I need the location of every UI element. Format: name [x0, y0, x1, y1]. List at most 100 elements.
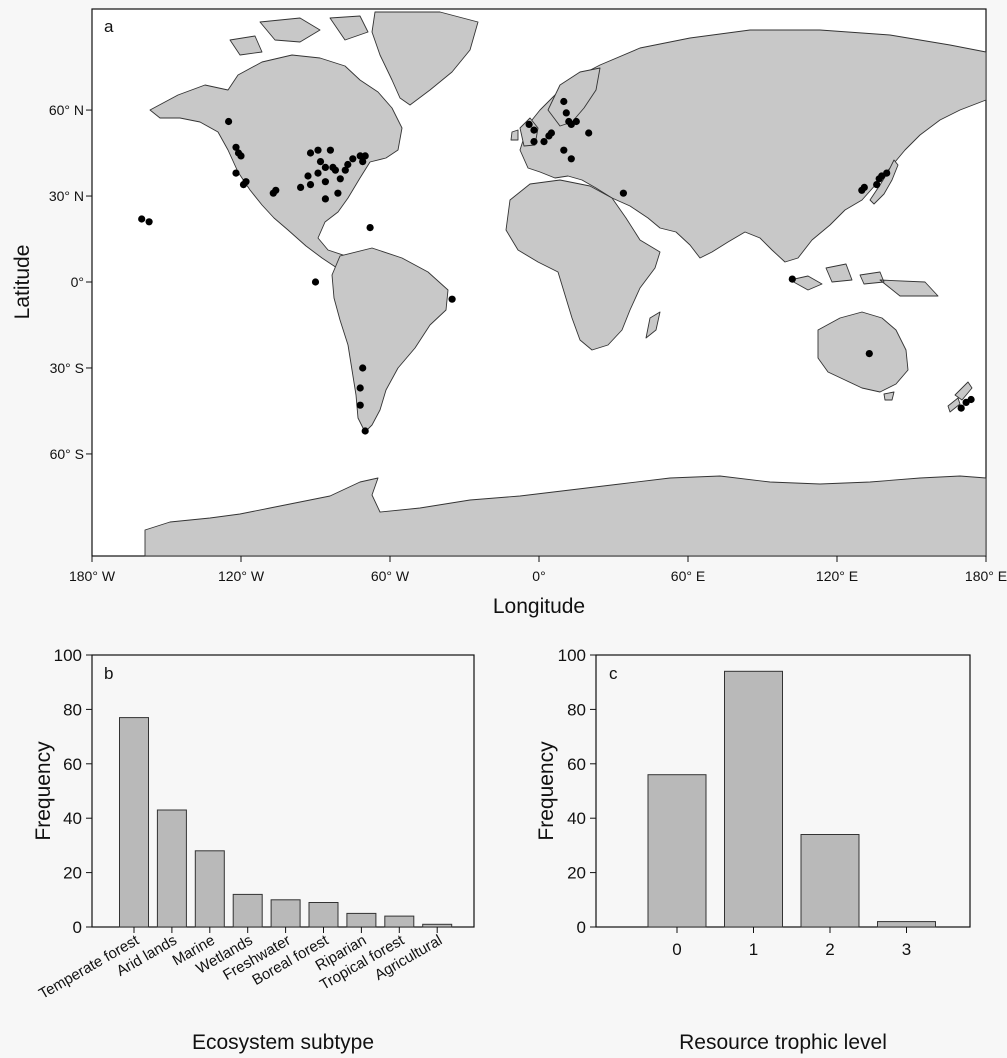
- map-point: [530, 126, 538, 134]
- map-point: [540, 138, 548, 146]
- trophic-y-tick-label: 0: [577, 918, 586, 937]
- map-y-tick-label: 60° N: [49, 102, 84, 118]
- map-point: [359, 364, 367, 372]
- ecosystem-bar: [346, 912, 377, 928]
- map-point: [359, 158, 367, 166]
- map-x-tick-label: 120° W: [218, 568, 265, 584]
- map-panel-letter: a: [104, 17, 114, 36]
- japan-land: [869, 159, 899, 205]
- map-point: [145, 218, 153, 226]
- ecosystem-bar: [270, 899, 301, 928]
- map-x-tick-label: 120° E: [816, 568, 858, 584]
- ecosystem-bars: [119, 717, 453, 928]
- ecosystem-y-tick-label: 0: [73, 918, 82, 937]
- map-point: [326, 146, 334, 154]
- map-point: [237, 152, 245, 160]
- trophic-panel-letter: c: [609, 664, 618, 683]
- map-point: [306, 149, 315, 157]
- tasmania-land: [883, 391, 895, 401]
- eurasia-land: [519, 29, 987, 263]
- map-point: [349, 155, 357, 163]
- map-point: [545, 132, 553, 140]
- map-point: [306, 181, 315, 189]
- trophic-x-tick-label: 3: [902, 940, 911, 959]
- map-point: [530, 138, 538, 146]
- map-x-tick-label: 0°: [532, 568, 545, 584]
- trophic-x-tick-label: 2: [825, 940, 834, 959]
- map-point: [225, 117, 233, 126]
- map-point: [560, 97, 568, 106]
- map-point: [356, 401, 364, 409]
- map-point: [366, 224, 374, 232]
- map-point: [567, 155, 575, 163]
- trophic-x-axis: 0 1 2 3: [672, 927, 911, 959]
- map-point: [361, 152, 369, 160]
- map-point: [858, 186, 866, 194]
- map-point: [356, 152, 364, 160]
- map-point: [957, 404, 965, 412]
- north-america-land: [149, 54, 403, 287]
- map-y-tick-label: 0°: [71, 274, 84, 290]
- greenland-land: [371, 11, 479, 106]
- ecosystem-plot-area: [91, 654, 475, 928]
- map-point: [341, 166, 349, 174]
- trophic-y-axis-label: Frequency: [535, 741, 558, 841]
- map-point: [138, 215, 146, 223]
- map-point: [361, 427, 369, 435]
- map-point: [311, 278, 320, 286]
- map-point: [344, 160, 352, 169]
- map-point: [967, 395, 975, 404]
- ecosystem-bar: [422, 923, 453, 928]
- map-point: [873, 181, 881, 189]
- map-point: [321, 163, 329, 171]
- ecosystem-panel-letter: b: [104, 664, 113, 683]
- trophic-y-tick-label: 20: [567, 864, 586, 883]
- map-point: [572, 117, 580, 126]
- map-x-axis-label: Longitude: [493, 595, 585, 618]
- ecosystem-y-tick-label: 80: [63, 700, 82, 719]
- map-points: [138, 97, 975, 435]
- map-x-tick-label: 180° E: [965, 568, 1007, 584]
- trophic-y-tick-label: 100: [558, 646, 586, 665]
- trophic-x-tick-label: 0: [672, 940, 681, 959]
- map-point: [883, 169, 891, 177]
- map-point: [788, 275, 796, 283]
- map-point: [321, 178, 329, 186]
- map-point: [242, 178, 250, 186]
- map-y-tick-label: 60° S: [50, 446, 84, 462]
- map-point: [619, 189, 628, 197]
- map-point: [232, 143, 240, 151]
- map-x-tick-label: 60° W: [371, 568, 410, 584]
- map-point: [562, 109, 570, 117]
- map-y-axis: 60° N 30° N 0° 30° S 60° S: [49, 102, 92, 462]
- southeast-asia-islands: [789, 263, 939, 297]
- map-point: [269, 189, 277, 197]
- ecosystem-bar: [194, 850, 225, 928]
- trophic-bar: [647, 774, 707, 928]
- map-point: [314, 146, 322, 154]
- map-point: [314, 169, 322, 177]
- map-x-axis: 180° W 120° W 60° W 0° 60° E 120° E 180° E: [69, 556, 1007, 584]
- new-zealand-land: [947, 381, 973, 413]
- map-point: [448, 295, 456, 303]
- antarctica-land: [144, 475, 987, 557]
- map-point: [525, 120, 533, 128]
- map-point: [334, 189, 342, 197]
- map-point: [232, 169, 240, 177]
- map-point: [304, 172, 312, 180]
- ecosystem-y-tick-label: 40: [63, 809, 82, 828]
- trophic-y-tick-label: 60: [567, 755, 586, 774]
- map-point: [336, 175, 344, 183]
- trophic-x-tick-label: 1: [749, 940, 758, 959]
- trophic-y-tick-label: 80: [567, 700, 586, 719]
- trophic-bar: [877, 921, 936, 928]
- ecosystem-y-tick-label: 20: [63, 864, 82, 883]
- map-point: [356, 384, 364, 392]
- trophic-bar: [724, 670, 783, 928]
- trophic-y-tick-label: 40: [567, 809, 586, 828]
- trophic-bar: [800, 834, 860, 928]
- ecosystem-x-axis-label: Ecosystem subtype: [192, 1031, 374, 1054]
